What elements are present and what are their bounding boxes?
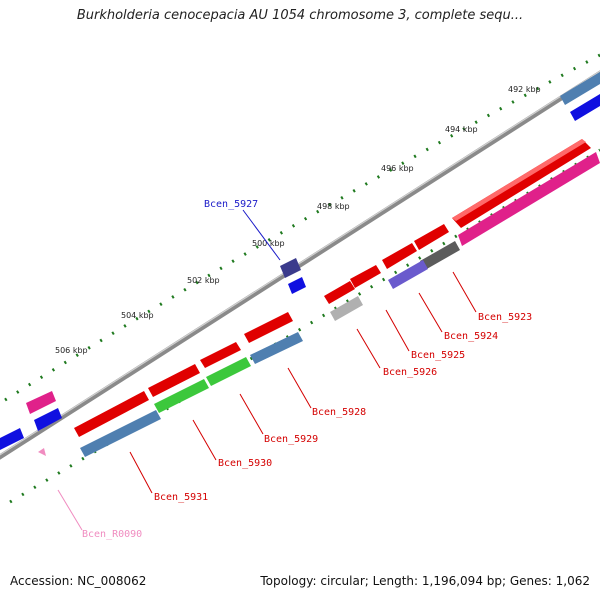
gene-bar-blue-left-1[interactable] bbox=[34, 408, 62, 431]
gene-bar-5931[interactable] bbox=[74, 391, 149, 437]
gene-label-5930[interactable]: Bcen_5930 bbox=[218, 458, 272, 469]
tick-label: 502 kbp bbox=[187, 276, 220, 285]
gene-features[interactable] bbox=[0, 72, 600, 457]
gene-bar-5926a[interactable] bbox=[350, 265, 381, 288]
gene-label-5925[interactable]: Bcen_5925 bbox=[411, 350, 465, 361]
topology-text: Topology: circular; Length: 1,196,094 bp… bbox=[260, 574, 590, 588]
tick-label: 498 kbp bbox=[317, 202, 350, 211]
gene-bar-purple[interactable] bbox=[388, 260, 428, 289]
gene-bar-steel-1[interactable] bbox=[250, 332, 303, 364]
gene-bar-steel-2[interactable] bbox=[80, 410, 161, 457]
gene-bar-5923[interactable] bbox=[452, 139, 591, 228]
gene-bar-blue-small[interactable] bbox=[288, 277, 306, 294]
tick-label: 496 kbp bbox=[381, 164, 414, 173]
tick-label: 506 kbp bbox=[55, 346, 88, 355]
gene-bar-pink-left[interactable] bbox=[26, 391, 56, 414]
gene-bar-r0090[interactable] bbox=[38, 448, 46, 456]
gene-bar-pink[interactable] bbox=[458, 152, 600, 246]
leader-lines bbox=[57, 209, 477, 531]
gene-bar-5928[interactable] bbox=[244, 312, 293, 343]
gene-bar-green-2[interactable] bbox=[154, 379, 209, 413]
tick-label: 504 kbp bbox=[121, 311, 154, 320]
tick-label: 494 kbp bbox=[445, 125, 478, 134]
gene-label-5927[interactable]: Bcen_5927 bbox=[204, 199, 258, 210]
gene-bar-green-1[interactable] bbox=[206, 357, 251, 386]
gene-bar-5930[interactable] bbox=[148, 364, 200, 397]
gene-bar-blue-left-2[interactable] bbox=[0, 428, 24, 450]
gene-label-5931[interactable]: Bcen_5931 bbox=[154, 492, 208, 503]
map-title: Burkholderia cenocepacia AU 1054 chromos… bbox=[76, 8, 524, 23]
gene-bar-steel-top[interactable] bbox=[560, 72, 600, 105]
gene-bar-5925[interactable] bbox=[382, 243, 417, 269]
gene-bar-5927[interactable] bbox=[280, 258, 301, 278]
gene-bar-shade bbox=[452, 139, 586, 221]
gene-label-5923[interactable]: Bcen_5923 bbox=[478, 312, 532, 323]
tick-label: 492 kbp bbox=[508, 85, 541, 94]
gene-bar-gray-light[interactable] bbox=[330, 296, 363, 321]
gene-label-5929[interactable]: Bcen_5929 bbox=[264, 434, 318, 445]
gene-label-5926[interactable]: Bcen_5926 bbox=[383, 367, 437, 378]
gene-label-r0090[interactable]: Bcen_R0090 bbox=[82, 529, 142, 540]
gene-bar-5929[interactable] bbox=[200, 342, 241, 368]
gene-label-5924[interactable]: Bcen_5924 bbox=[444, 331, 498, 342]
gene-bar-blue-top[interactable] bbox=[570, 94, 600, 121]
tick-track-outer bbox=[4, 53, 600, 402]
accession-text: Accession: NC_008062 bbox=[10, 574, 147, 588]
gene-bar-gray-dark[interactable] bbox=[420, 241, 460, 270]
gene-bar-5926b[interactable] bbox=[324, 281, 355, 304]
gene-label-5928[interactable]: Bcen_5928 bbox=[312, 407, 366, 418]
gene-bar-5924[interactable] bbox=[414, 224, 449, 250]
